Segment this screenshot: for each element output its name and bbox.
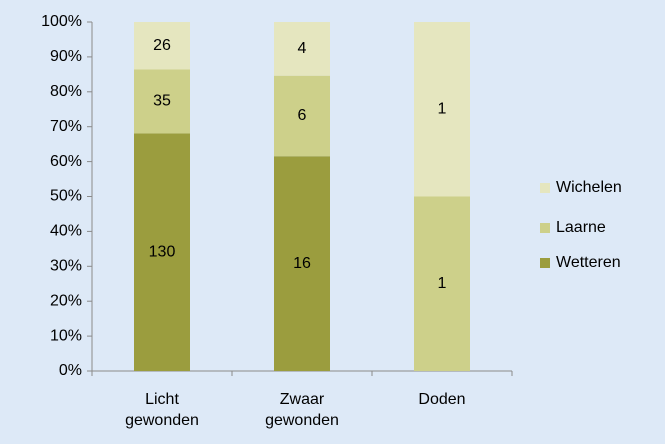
y-tick-label: 70%	[50, 118, 82, 135]
data-label: 35	[153, 93, 171, 110]
data-label: 26	[153, 37, 171, 54]
bar-segment	[414, 22, 470, 197]
x-tick-label: Zwaar gewonden	[265, 391, 339, 429]
y-tick-label: 100%	[41, 13, 82, 30]
y-tick-label: 40%	[50, 223, 82, 240]
legend-swatch	[540, 258, 550, 268]
x-tick-label: Licht gewonden	[125, 391, 199, 429]
bar-segment	[134, 22, 190, 70]
bar-segment	[134, 133, 190, 371]
y-tick-label: 60%	[50, 153, 82, 170]
bar-segment	[414, 196, 470, 371]
bar-segment	[134, 69, 190, 134]
legend-label: Laarne	[556, 219, 606, 236]
y-tick-label: 20%	[50, 292, 82, 309]
y-tick-label: 90%	[50, 48, 82, 65]
legend-swatch	[540, 223, 550, 233]
data-label: 1	[438, 100, 447, 117]
bar-segment	[274, 22, 330, 76]
y-tick-label: 30%	[50, 258, 82, 275]
x-tick-label: Doden	[418, 391, 466, 408]
bar-segment	[274, 75, 330, 157]
data-label: 1	[438, 275, 447, 292]
legend-label: Wichelen	[556, 179, 622, 196]
y-tick-label: 0%	[59, 362, 82, 379]
y-tick-label: 80%	[50, 83, 82, 100]
data-label: 6	[298, 107, 307, 124]
legend-swatch	[540, 183, 550, 193]
bar-segment	[274, 156, 330, 371]
legend-label: Wetteren	[556, 254, 621, 271]
data-label: 16	[293, 255, 311, 272]
y-tick-label: 50%	[50, 188, 82, 205]
data-label: 130	[149, 243, 176, 260]
data-label: 4	[298, 40, 307, 57]
y-tick-label: 10%	[50, 327, 82, 344]
